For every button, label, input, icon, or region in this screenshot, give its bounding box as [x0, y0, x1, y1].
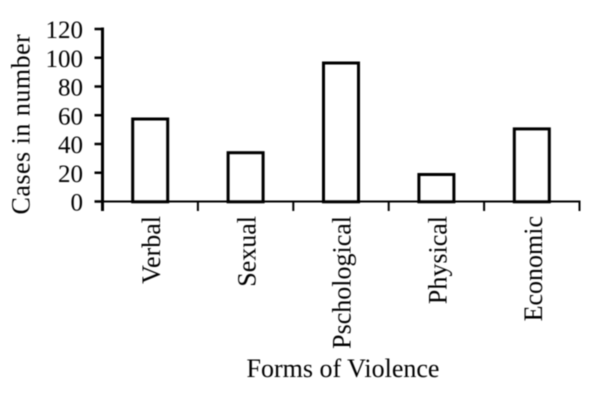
svg-text:Sexual: Sexual [233, 216, 262, 287]
svg-text:Physical: Physical [423, 216, 452, 304]
svg-text:Verbal: Verbal [137, 216, 166, 284]
svg-text:120: 120 [46, 17, 84, 44]
svg-text:0: 0 [71, 190, 84, 217]
svg-text:80: 80 [58, 75, 83, 102]
svg-text:40: 40 [58, 132, 83, 159]
svg-text:Forms of Violence: Forms of Violence [247, 354, 440, 383]
svg-text:Cases in number: Cases in number [7, 34, 36, 215]
svg-text:20: 20 [58, 161, 83, 188]
svg-text:100: 100 [46, 46, 84, 73]
svg-text:Pschological: Pschological [328, 216, 357, 349]
svg-text:60: 60 [58, 103, 83, 130]
svg-text:Economic: Economic [519, 216, 548, 321]
